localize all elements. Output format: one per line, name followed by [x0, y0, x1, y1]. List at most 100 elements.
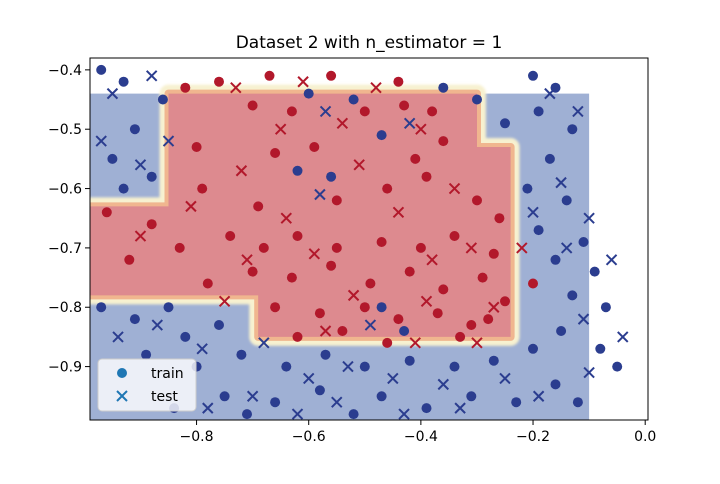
train-point	[326, 260, 337, 271]
test-point	[230, 81, 242, 94]
decision-regions	[90, 84, 590, 420]
train-point	[612, 361, 623, 372]
train-point	[146, 219, 157, 230]
train-point	[544, 153, 555, 164]
train-point	[500, 296, 510, 307]
test-point	[426, 254, 438, 266]
train-point	[247, 266, 258, 277]
train-point	[399, 326, 410, 336]
test-point	[409, 337, 421, 349]
train-point	[522, 183, 533, 194]
train-point	[600, 302, 611, 313]
train-point	[365, 278, 376, 289]
test-point	[572, 105, 584, 118]
train-point	[404, 355, 415, 366]
test-point	[448, 182, 461, 195]
test-point	[274, 123, 287, 135]
test-point	[605, 254, 618, 266]
train-point	[438, 284, 449, 295]
train-point	[511, 397, 522, 408]
train-point	[202, 278, 213, 289]
chart-title: Dataset 2 with n_estimator = 1	[236, 33, 503, 53]
train-point	[225, 231, 236, 241]
train-point	[578, 237, 589, 247]
train-point	[107, 153, 118, 164]
train-point	[561, 195, 572, 206]
train-point	[253, 201, 264, 212]
train-point	[376, 237, 387, 247]
y-axis: −0.4 −0.5 −0.6 −0.7 −0.8 −0.9	[48, 63, 90, 376]
test-point	[454, 402, 466, 414]
train-point	[191, 142, 202, 152]
train-point	[157, 94, 168, 105]
test-point	[246, 390, 259, 402]
train-point	[359, 106, 370, 117]
test-point	[185, 200, 197, 213]
plot-frame	[89, 57, 649, 421]
train-point	[550, 254, 561, 265]
train-point	[281, 361, 292, 372]
data-points	[95, 64, 629, 420]
train-point	[359, 361, 370, 372]
test-point	[314, 188, 326, 201]
train-point	[528, 278, 538, 289]
x-tick-label: −0.2	[516, 429, 550, 445]
test-point	[560, 242, 573, 254]
test-point	[95, 135, 107, 147]
y-tick-label: −0.5	[48, 122, 82, 138]
y-tick-label: −0.7	[48, 241, 82, 257]
train-point	[270, 148, 281, 158]
train-point	[214, 76, 224, 87]
train-point	[286, 272, 297, 283]
train-point	[589, 266, 600, 277]
test-point	[583, 366, 595, 379]
train-point	[264, 70, 275, 81]
train-point	[174, 242, 185, 253]
train-point	[438, 82, 449, 93]
train-point	[528, 70, 538, 81]
test-point	[420, 295, 433, 308]
train-point	[438, 136, 449, 147]
train-point	[247, 100, 258, 111]
test-point	[218, 295, 231, 308]
test-point	[398, 408, 410, 420]
test-point	[353, 159, 365, 171]
train-point	[427, 106, 438, 117]
x-tick-label: 0.0	[634, 429, 656, 445]
train-point	[477, 272, 488, 283]
train-point	[326, 70, 337, 81]
test-point	[134, 230, 147, 242]
train-point	[124, 254, 135, 265]
train-point	[449, 231, 460, 241]
train-point	[567, 290, 578, 301]
train-point	[528, 343, 538, 354]
test-point	[196, 343, 208, 355]
test-point	[106, 87, 119, 100]
train-point	[197, 183, 208, 194]
train-point	[393, 314, 404, 325]
x-tick-label: −0.8	[180, 429, 214, 445]
test-point	[241, 254, 253, 266]
region-class-a	[90, 93, 511, 337]
test-point	[364, 319, 377, 331]
test-point	[297, 76, 309, 88]
train-point	[466, 391, 477, 402]
train-point	[118, 76, 129, 87]
test-point	[134, 159, 147, 171]
test-point	[465, 242, 478, 254]
train-point	[129, 314, 140, 325]
test-point	[532, 390, 545, 402]
train-point	[376, 302, 387, 313]
train-point	[415, 242, 426, 253]
train-point	[242, 409, 252, 420]
test-point	[303, 372, 315, 385]
test-point	[342, 360, 354, 373]
train-point	[270, 397, 281, 408]
x-tick-label: −0.4	[404, 429, 438, 445]
test-point	[499, 372, 511, 385]
test-point	[235, 165, 248, 177]
train-point	[572, 397, 583, 408]
train-point	[410, 153, 421, 164]
test-point	[319, 325, 332, 337]
train-point	[348, 409, 359, 420]
